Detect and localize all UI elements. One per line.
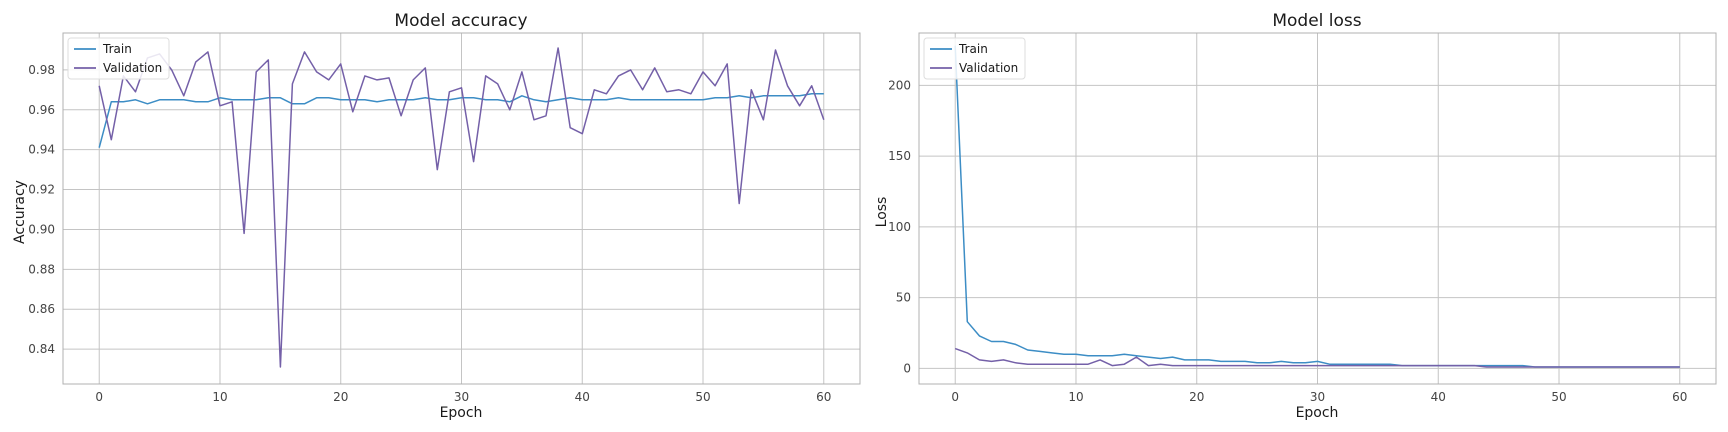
- accuracy-plot-frame: [62, 32, 861, 385]
- loss-ticks: 0 10 20 30 40 50 60 0 50 100 150 200: [888, 78, 1687, 404]
- accuracy-y-tick-label: 0.84: [28, 342, 55, 356]
- accuracy-y-tick-label: 0.92: [28, 183, 55, 197]
- accuracy-legend-label-train: Train: [102, 42, 132, 56]
- loss-x-tick-label: 20: [1189, 390, 1204, 404]
- accuracy-x-tick-label: 30: [454, 390, 469, 404]
- accuracy-x-tick-label: 40: [575, 390, 590, 404]
- loss-x-tick-label: 0: [951, 390, 959, 404]
- loss-plot-frame: [918, 32, 1717, 385]
- accuracy-y-axis-label: Accuracy: [12, 180, 28, 244]
- loss-x-tick-label: 50: [1551, 390, 1566, 404]
- loss-chart: Model loss Epoch Loss 0 10 20 30 40 50 60 0 50 10…: [874, 11, 1717, 421]
- accuracy-x-tick-label: 10: [212, 390, 227, 404]
- loss-series-validation-line: [954, 347, 1680, 368]
- loss-legend-label-validation: Validation: [959, 61, 1018, 75]
- accuracy-x-axis-label: Epoch: [440, 405, 483, 421]
- accuracy-legend-label-validation: Validation: [103, 61, 162, 75]
- accuracy-y-tick-label: 0.90: [28, 222, 55, 236]
- loss-legend: Train Validation: [923, 37, 1026, 80]
- loss-x-tick-label: 30: [1310, 390, 1325, 404]
- loss-x-tick-label: 40: [1431, 390, 1446, 404]
- accuracy-x-tick-label: 50: [695, 390, 710, 404]
- accuracy-chart-title: Model accuracy: [394, 11, 527, 31]
- loss-legend-label-train: Train: [958, 42, 988, 56]
- loss-x-tick-label: 60: [1672, 390, 1687, 404]
- loss-y-tick-label: 200: [888, 78, 911, 92]
- loss-chart-title: Model loss: [1272, 11, 1361, 31]
- loss-y-tick-label: 50: [896, 291, 911, 305]
- loss-x-tick-label: 10: [1068, 390, 1083, 404]
- accuracy-legend: Train Validation: [67, 37, 170, 80]
- accuracy-grid: [63, 33, 860, 384]
- loss-y-axis-label: Loss: [874, 197, 890, 228]
- accuracy-y-tick-label: 0.94: [28, 143, 55, 157]
- accuracy-x-tick-label: 0: [95, 390, 103, 404]
- accuracy-x-tick-label: 20: [333, 390, 348, 404]
- accuracy-series-train-line: [98, 93, 824, 148]
- loss-grid: [919, 33, 1716, 384]
- accuracy-chart: Model accuracy Epoch Accuracy 0 10 20 30 40 5…: [12, 11, 861, 421]
- loss-y-tick-label: 0: [903, 361, 911, 375]
- accuracy-series-validation-line: [98, 47, 825, 368]
- accuracy-y-tick-label: 0.98: [28, 63, 55, 77]
- loss-y-tick-label: 100: [888, 220, 911, 234]
- accuracy-y-tick-label: 0.88: [28, 262, 55, 276]
- accuracy-ticks: 0 10 20 30 40 50 60 0.84 0.86 0.88 0.90 0.92 0.94 0.9…: [28, 63, 831, 404]
- loss-x-axis-label: Epoch: [1296, 405, 1339, 421]
- accuracy-x-tick-label: 60: [816, 390, 831, 404]
- accuracy-y-tick-label: 0.86: [28, 302, 55, 316]
- accuracy-y-tick-label: 0.96: [28, 103, 55, 117]
- loss-y-tick-label: 150: [888, 149, 911, 163]
